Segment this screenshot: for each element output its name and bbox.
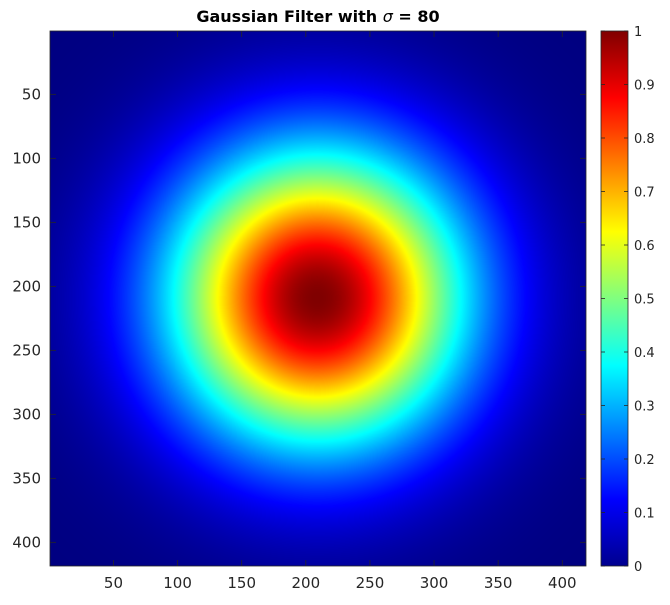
x-axis: 50 100 150 200 250 300 350 400 [104, 31, 577, 592]
y-tick-label: 50 [22, 85, 41, 103]
x-tick-label: 250 [356, 574, 385, 592]
x-tick-label: 350 [484, 574, 513, 592]
chart-title: Gaussian Filter with σ = 80 [196, 7, 439, 26]
x-tick-label: 50 [104, 574, 123, 592]
colorbar-tick-label: 0.7 [634, 186, 655, 201]
colorbar-tick-label: 0 [634, 560, 642, 575]
heatmap-plot-area [50, 31, 586, 566]
x-tick-label: 400 [548, 574, 577, 592]
x-tick-label: 300 [420, 574, 449, 592]
y-tick-label: 100 [12, 149, 41, 167]
y-tick-label: 350 [12, 469, 41, 487]
y-axis: 50 100 150 200 250 300 350 400 [12, 85, 586, 551]
colorbar-tick-label: 0.5 [634, 293, 655, 308]
x-tick-label: 150 [227, 574, 256, 592]
colorbar [600, 30, 629, 567]
x-tick-label: 200 [291, 574, 320, 592]
colorbar-tick-label: 0.2 [634, 453, 655, 468]
colorbar-axis: 0 0.1 0.2 0.3 0.4 0.5 0.6 0.7 0.8 0.9 1 [601, 25, 655, 575]
colorbar-tick-label: 0.3 [634, 400, 655, 415]
y-tick-label: 250 [12, 341, 41, 359]
plot-frame [49, 30, 587, 567]
y-tick-label: 400 [12, 533, 41, 551]
colorbar-tick-label: 0.9 [634, 79, 655, 94]
colorbar-tick-label: 0.6 [634, 239, 655, 254]
colorbar-tick-label: 0.1 [634, 507, 655, 522]
colorbar-tick-label: 0.4 [634, 346, 655, 361]
y-tick-label: 150 [12, 213, 41, 231]
heatmap-canvas [50, 31, 586, 566]
x-tick-label: 100 [163, 574, 192, 592]
colorbar-tick-label: 1 [634, 25, 642, 40]
y-tick-label: 200 [12, 277, 41, 295]
colorbar-tick-label: 0.8 [634, 132, 655, 147]
y-tick-label: 300 [12, 405, 41, 423]
